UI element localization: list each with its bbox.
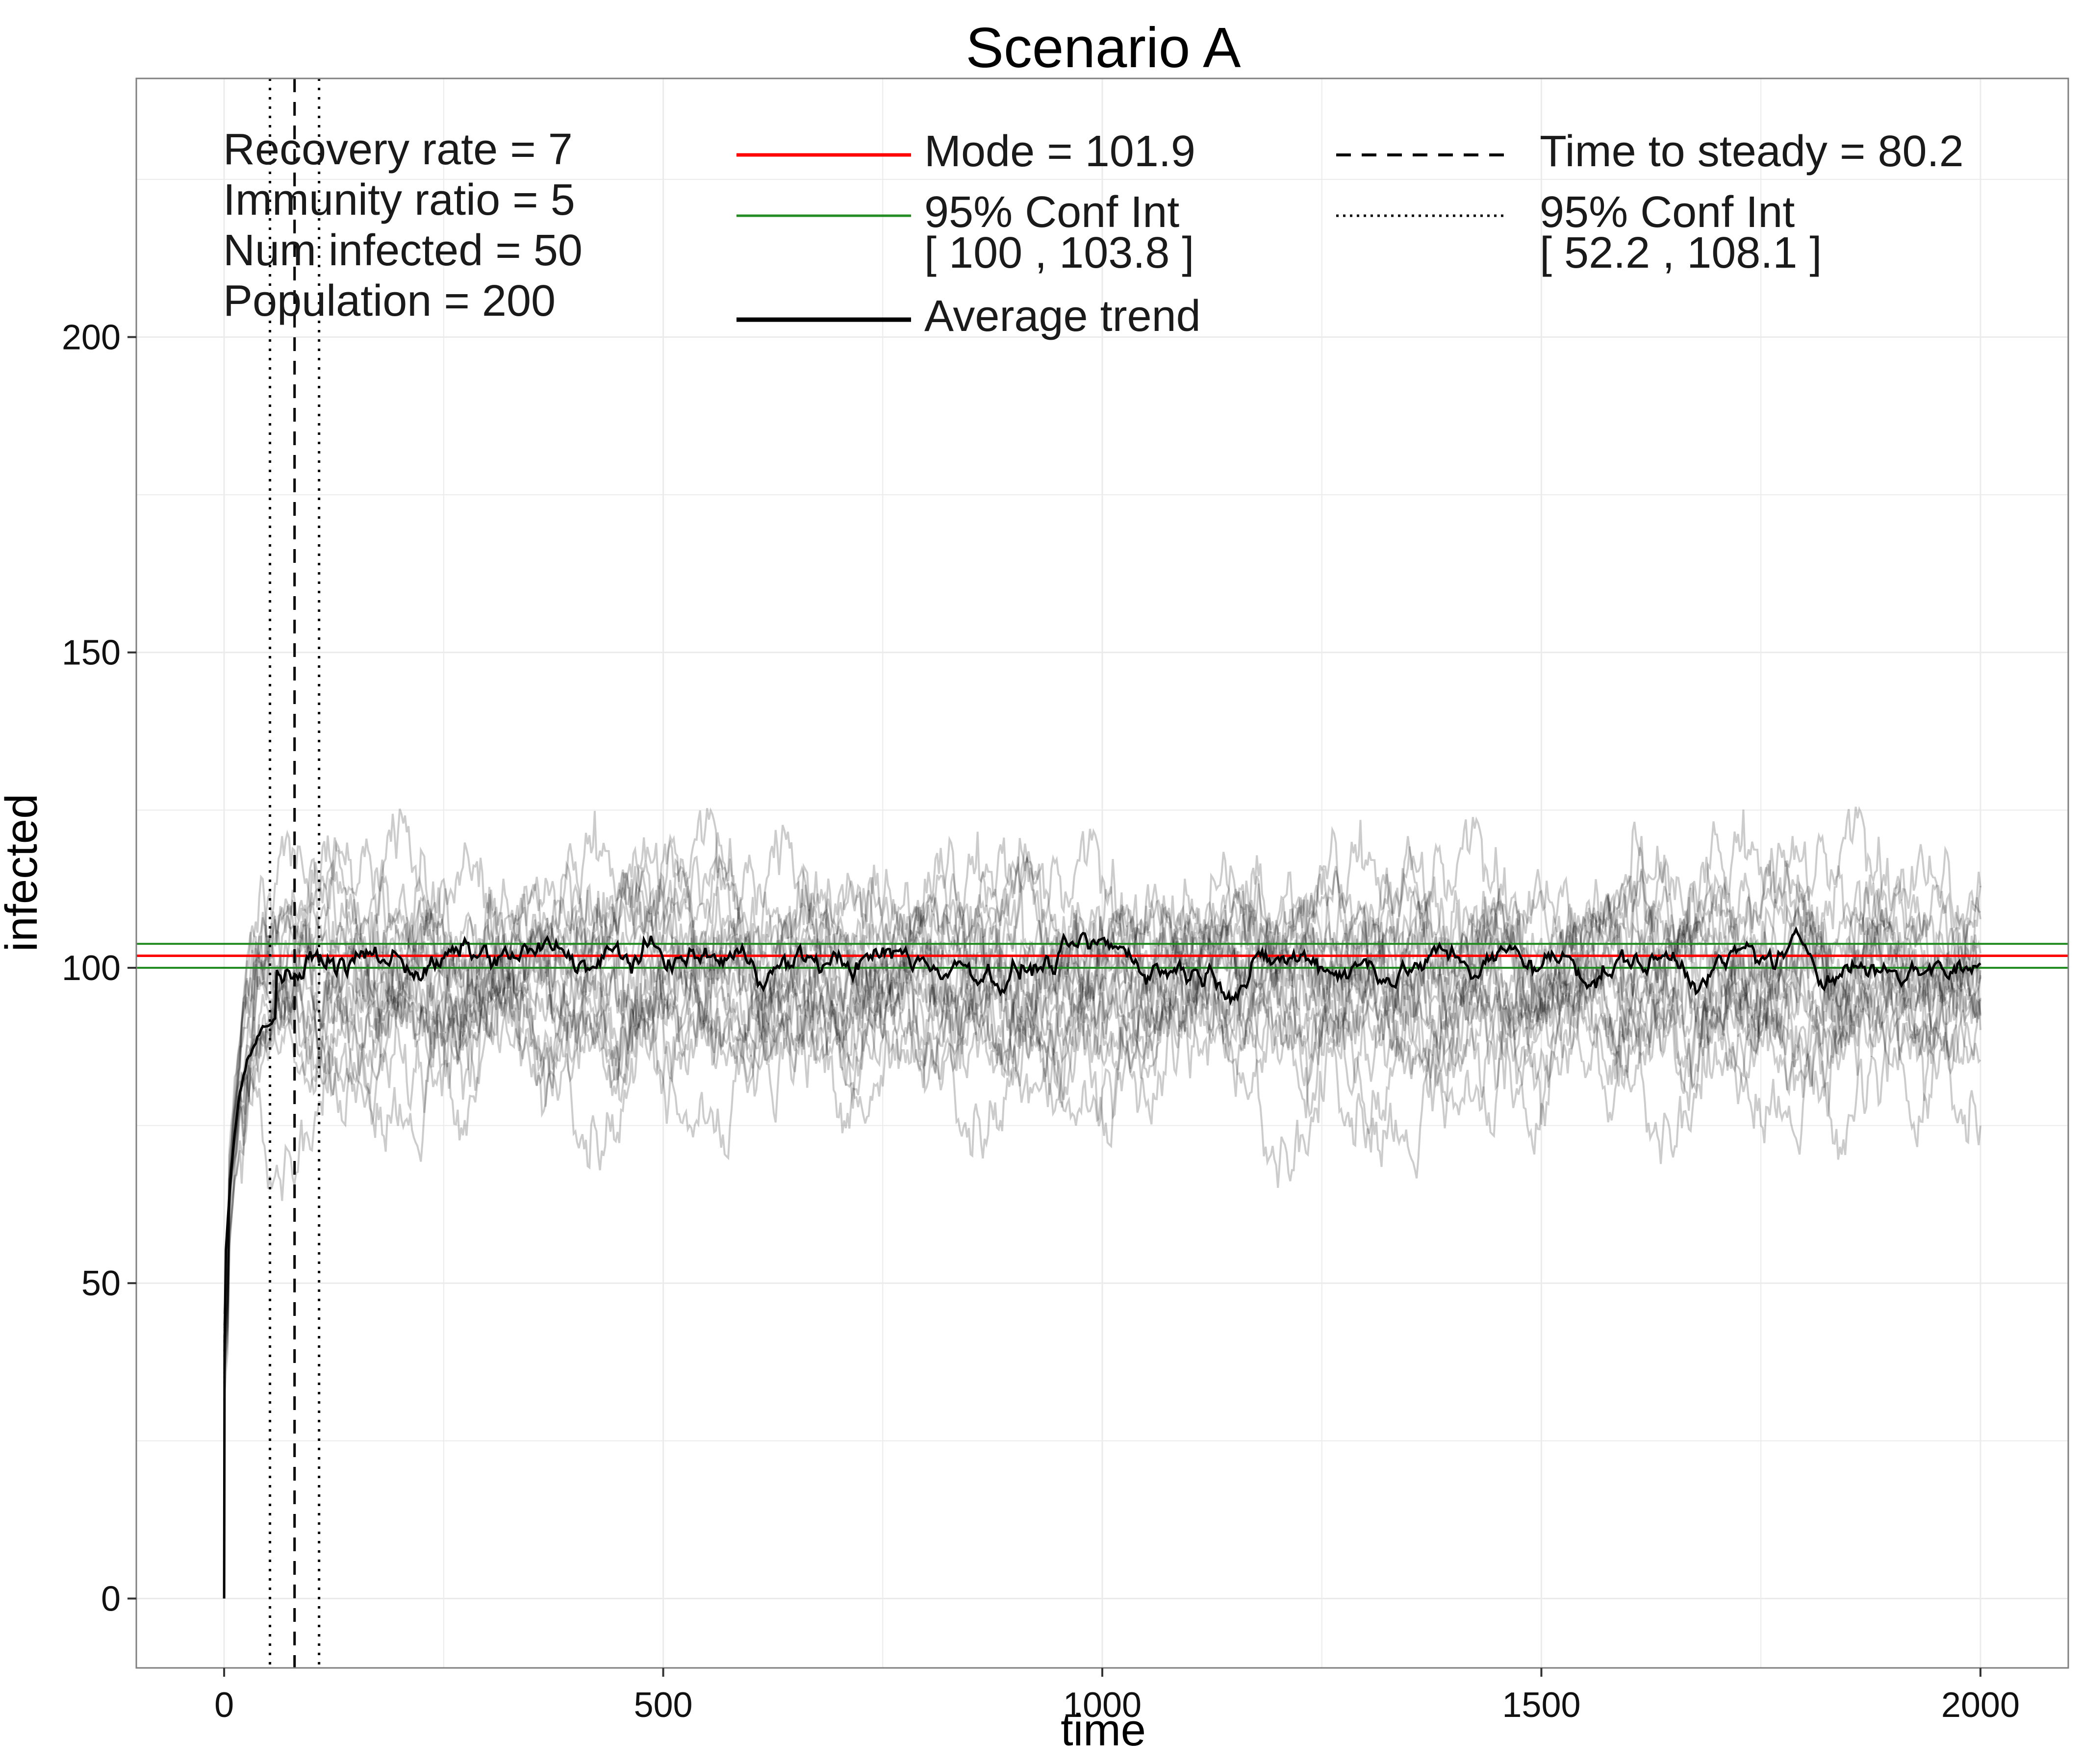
average-trend-line	[223, 926, 1981, 1599]
legend-steady-ci-title: 95% Conf Int	[1540, 188, 1795, 237]
y-axis-ticks: 0 50 100 150 200	[62, 318, 136, 1618]
y-tick-label: 100	[62, 949, 121, 988]
simulation-run-line	[223, 816, 1981, 1343]
legend: Mode = 101.9 95% Conf Int [ 100 , 103.8 …	[736, 127, 1964, 341]
legend-steady-label: Time to steady = 80.2	[1540, 127, 1964, 176]
param-num-infected: Num infected = 50	[223, 226, 583, 275]
simulation-run-line	[223, 843, 1981, 1384]
average-trend	[223, 926, 1981, 1599]
simulation-run-line	[223, 876, 1981, 1357]
param-immunity-ratio: Immunity ratio = 5	[223, 176, 575, 225]
x-tick-label: 0	[214, 1686, 234, 1725]
param-population: Population = 200	[223, 277, 556, 326]
simulation-run-line	[223, 867, 1981, 1374]
x-tick-label: 500	[634, 1686, 692, 1725]
simulation-run-line	[223, 825, 1981, 1378]
simulation-run-line	[223, 806, 1981, 1342]
legend-ci-title: 95% Conf Int	[924, 188, 1179, 237]
x-tick-label: 1000	[1063, 1686, 1142, 1725]
y-axis-label: infected	[0, 794, 47, 952]
y-tick-label: 200	[62, 318, 121, 357]
legend-steady-ci-range: [ 52.2 , 108.1 ]	[1540, 228, 1822, 277]
x-tick-label: 1500	[1502, 1686, 1580, 1725]
x-axis-label: time	[1061, 1705, 1146, 1755]
simulation-run-line	[223, 821, 1981, 1314]
y-tick-label: 0	[101, 1579, 121, 1618]
simulation-run-line	[223, 807, 1981, 1337]
param-recovery-rate: Recovery rate = 7	[223, 125, 573, 174]
steady-lines	[269, 78, 321, 1668]
legend-ci-range: [ 100 , 103.8 ]	[924, 228, 1194, 277]
x-tick-label: 2000	[1941, 1686, 2020, 1725]
simulation-run-line	[223, 842, 1981, 1401]
simulation-run-line	[223, 835, 1981, 1338]
y-tick-label: 150	[62, 633, 121, 673]
x-axis-ticks: 0 500 1000 1500 2000	[214, 1668, 2020, 1725]
simulation-run-line	[223, 828, 1981, 1366]
y-tick-label: 50	[81, 1264, 121, 1303]
simulation-run-line	[223, 826, 1981, 1329]
simulation-run-line	[223, 860, 1981, 1352]
chart-title: Scenario A	[965, 16, 1241, 79]
legend-mode-label: Mode = 101.9	[924, 127, 1195, 176]
simulation-run-line	[223, 808, 1981, 1332]
legend-average-label: Average trend	[924, 292, 1201, 341]
simulation-run-line	[223, 860, 1981, 1326]
